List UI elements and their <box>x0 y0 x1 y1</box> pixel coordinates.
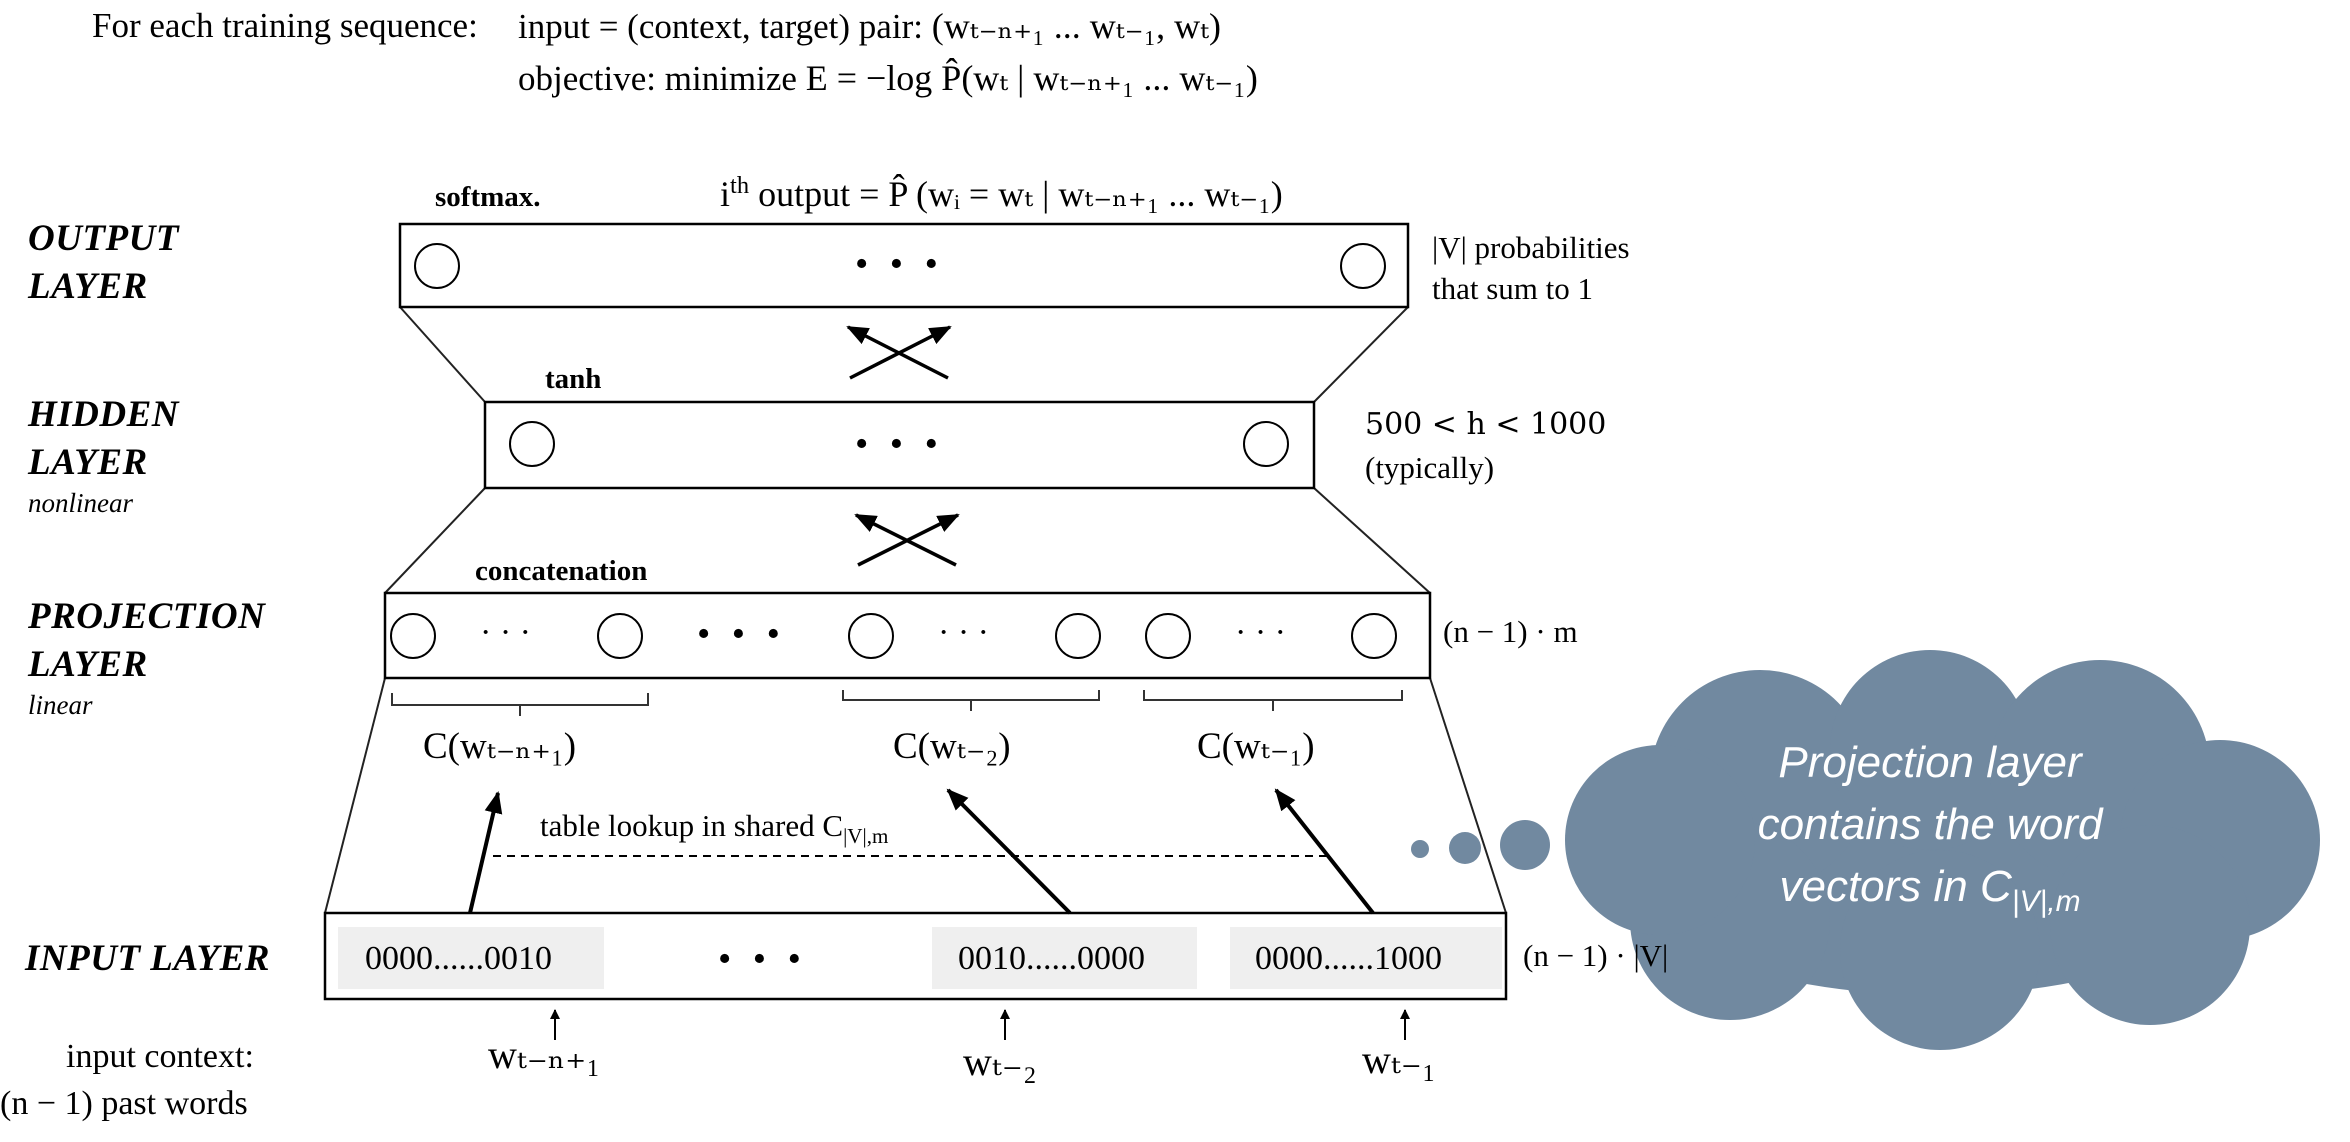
onehot-cell-bg <box>338 927 604 989</box>
projection-note: (n − 1) · m <box>1443 614 1578 649</box>
projection-small-ellipsis: · · · <box>1235 614 1286 651</box>
projection-small-ellipsis: · · · <box>480 614 531 651</box>
projection-layer-label-line1: PROJECTION <box>28 596 266 637</box>
thought-cloud <box>1411 650 2320 1050</box>
input-context-line1: input context: <box>66 1038 254 1075</box>
hidden-neuron-last <box>1243 421 1289 467</box>
output-formula-prefix: i <box>720 174 731 214</box>
projection-big-ellipsis: • • • <box>697 613 786 655</box>
cloud-line3-sub: |V|,m <box>2011 884 2081 918</box>
lookup-label: table lookup in shared C|V|,m <box>540 810 888 847</box>
layer-connectors <box>324 306 1507 914</box>
embedding-label: C(wₜ₋ₙ₊₁) <box>423 726 577 767</box>
projection-neuron <box>1145 613 1191 659</box>
thought-dot-medium <box>1449 832 1481 864</box>
input-word: wₜ₋₁ <box>1362 1037 1436 1082</box>
onehot-cell-bg <box>932 927 1197 989</box>
embedding-label: C(wₜ₋₁) <box>1197 726 1315 767</box>
input-ellipsis: • • • <box>718 938 807 980</box>
output-note-line2: that sum to 1 <box>1432 271 1594 306</box>
hidden-ellipsis: • • • <box>855 423 944 465</box>
cloud-line3-prefix: vectors in C <box>1779 862 2012 911</box>
header-line2: objective: minimize E = −log P̂(wₜ | wₜ₋… <box>518 60 1258 96</box>
output-note-line1: |V| probabilities <box>1432 230 1630 265</box>
input-word: wₜ₋ₙ₊₁ <box>488 1032 601 1077</box>
hidden-layer-box <box>483 400 1316 490</box>
header-line1-formula: (wₜ₋ₙ₊₁ ... wₜ₋₁, wₜ) <box>931 6 1221 46</box>
header-line1: input = (context, target) pair: (wₜ₋ₙ₊₁ … <box>518 8 1221 44</box>
output-formula-sup: th <box>730 172 750 199</box>
lookup-subscript: |V|,m <box>843 824 889 849</box>
output-layer-label-line2: LAYER <box>28 266 148 307</box>
hidden-note-line2: (typically) <box>1365 450 1495 485</box>
output-neuron-last <box>1340 243 1386 289</box>
output-formula: ith output = P̂ (wᵢ = wₜ | wₜ₋ₙ₊₁ ... wₜ… <box>720 172 1283 214</box>
header-line2-formula: E = −log P̂(wₜ | wₜ₋ₙ₊₁ ... wₜ₋₁) <box>805 58 1258 98</box>
full-connection-arrows-bottom <box>854 513 960 567</box>
onehot-vector: 0000......0010 <box>365 940 552 977</box>
input-word-arrows <box>550 1009 1410 1040</box>
thought-dot-small <box>1411 840 1429 858</box>
header-line2-prefix: objective: minimize <box>518 59 806 98</box>
hidden-neuron-first <box>509 421 555 467</box>
thought-dot-large <box>1500 820 1550 870</box>
lookup-arrows <box>468 788 1375 915</box>
cloud-line1: Projection layer <box>1778 738 2082 787</box>
cloud-line2: contains the word <box>1757 800 2103 849</box>
output-layer-box <box>398 222 1410 309</box>
lookup-prefix: table lookup in shared C <box>540 808 844 843</box>
projection-layer-box <box>383 591 1432 680</box>
hidden-note-line1: 500 < h < 1000 <box>1365 407 1607 442</box>
input-context-line2: (n − 1) past words <box>0 1085 248 1122</box>
onehot-vector: 0000......1000 <box>1255 940 1442 977</box>
projection-neuron <box>848 613 894 659</box>
projection-group-braces <box>391 690 1403 716</box>
output-formula-rest: output = P̂ (wᵢ = wₜ | wₜ₋ₙ₊₁ ... wₜ₋₁) <box>749 174 1283 214</box>
projection-neuron <box>1351 613 1397 659</box>
projection-small-ellipsis: · · · <box>938 614 989 651</box>
header-line1-prefix: input = (context, target) pair: <box>518 7 932 46</box>
output-activation: softmax. <box>435 181 541 213</box>
onehot-vector: 0010......0000 <box>958 940 1145 977</box>
output-ellipsis: • • • <box>855 243 944 285</box>
projection-neurons <box>390 613 1397 659</box>
embedding-label: C(wₜ₋₂) <box>893 726 1011 767</box>
hidden-layer-label-line1: HIDDEN <box>28 394 180 435</box>
projection-layer-label-line2: LAYER <box>28 644 148 685</box>
cloud-text: Projection layer contains the word vecto… <box>1620 732 2240 933</box>
projection-neuron <box>1055 613 1101 659</box>
hidden-layer-sublabel: nonlinear <box>28 488 133 518</box>
full-connection-arrows-top <box>846 325 952 380</box>
projection-layer-sublabel: linear <box>28 690 93 720</box>
cloud-line3: vectors in C|V|,m <box>1620 856 2240 933</box>
input-note: (n − 1) · |V| <box>1523 938 1669 973</box>
output-layer-label-line1: OUTPUT <box>28 218 179 259</box>
projection-neuron <box>390 613 436 659</box>
hidden-activation: tanh <box>545 363 602 395</box>
output-neuron-first <box>414 243 460 289</box>
input-layer-label: INPUT LAYER <box>25 938 270 979</box>
projection-activation: concatenation <box>475 555 648 587</box>
input-word: wₜ₋₂ <box>963 1039 1037 1084</box>
onehot-cell-bg <box>1230 927 1502 989</box>
projection-neuron <box>597 613 643 659</box>
hidden-layer-label-line2: LAYER <box>28 442 148 483</box>
header-label: For each training sequence: <box>92 6 478 45</box>
